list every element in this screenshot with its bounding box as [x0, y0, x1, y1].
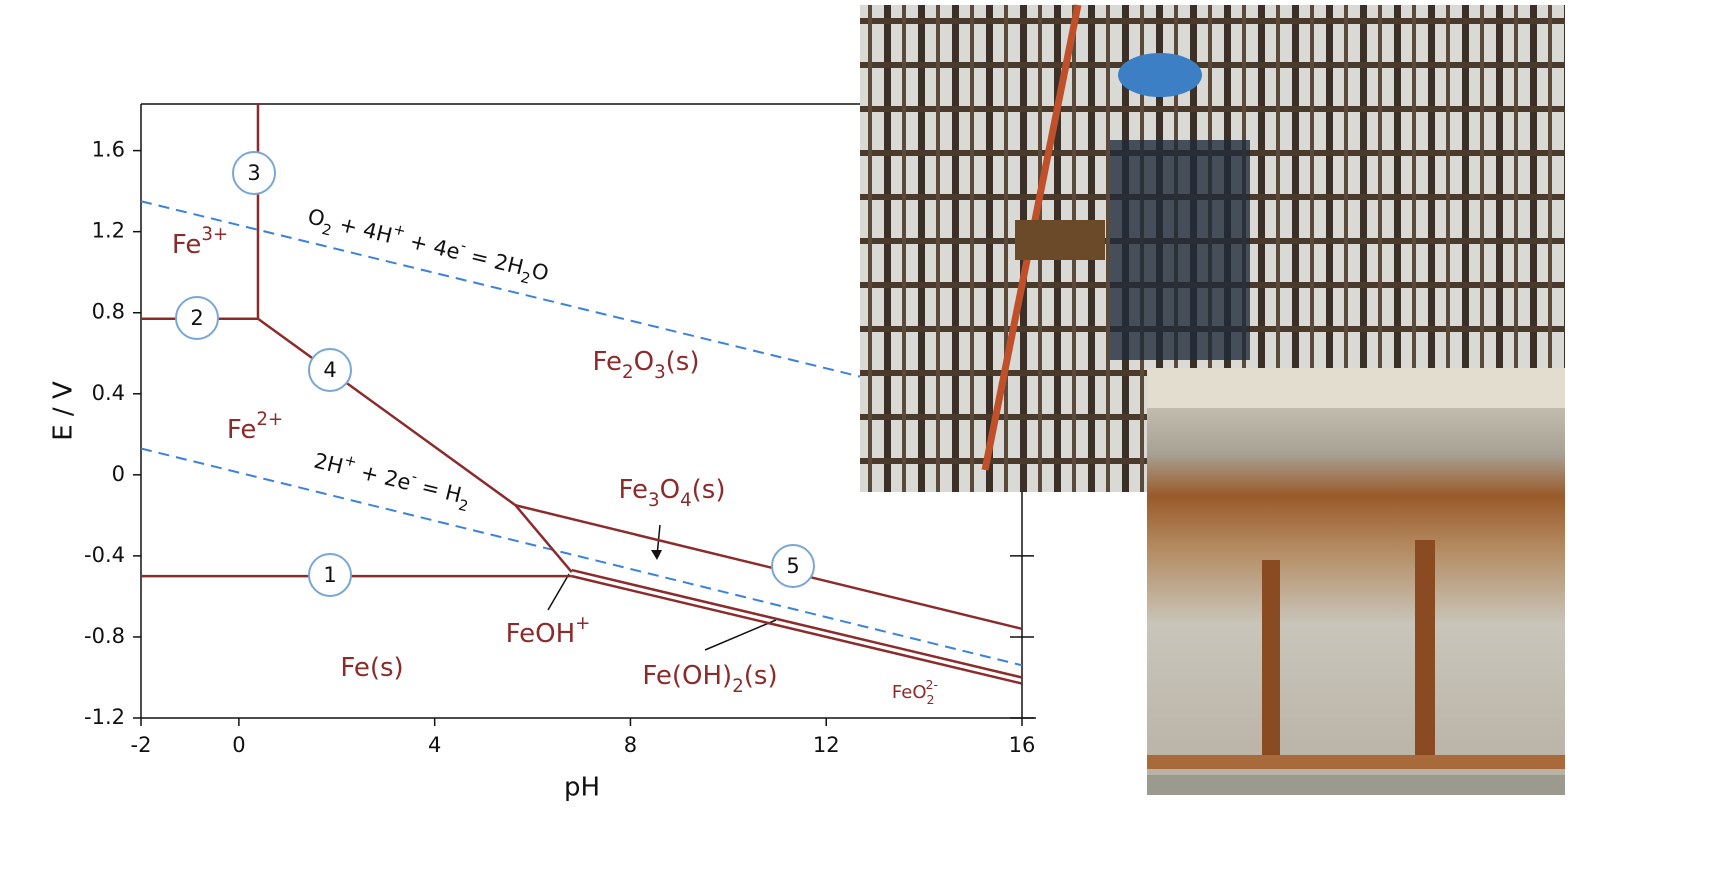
- reaction-label-text: O: [529, 259, 551, 286]
- region-label-text: O: [634, 347, 654, 377]
- region-label-text: Fe: [172, 230, 202, 260]
- boundary-line: [515, 505, 1022, 629]
- photo-detail: [1015, 220, 1105, 260]
- y-tick-label: 0.4: [92, 381, 125, 405]
- marker-label: 3: [247, 161, 260, 185]
- region-label-sub: 2: [732, 676, 744, 697]
- region-label-text: (s): [744, 661, 778, 691]
- reaction-label: O2 + 4H+ + 4e- = 2H2O: [304, 200, 552, 291]
- y-tick-label: 0: [112, 462, 125, 486]
- reaction-label-text: 2H: [312, 449, 346, 479]
- region-label: Fe(OH)2(s): [642, 661, 777, 697]
- region-label-text: Fe(s): [340, 653, 403, 683]
- photo-detail: [1415, 540, 1435, 760]
- photo-detail: [1118, 53, 1202, 97]
- page: E / V pH -1.2 -0.8 -0.4 0 0.4 0.8 1.2 1.6 -2 0 4 8 1…: [0, 0, 1727, 884]
- y-tick-label: -0.8: [84, 624, 125, 648]
- photo-corroded-column: [1147, 368, 1565, 795]
- region-label-text: Fe(OH): [642, 661, 732, 691]
- photo-detail: [1262, 560, 1280, 760]
- region-label: FeOH+: [506, 613, 591, 649]
- photo-detail: [1147, 755, 1565, 769]
- y-tick-label: -0.4: [84, 543, 125, 567]
- region-label: Fe3+: [172, 224, 228, 260]
- x-tick-label: 12: [813, 733, 840, 757]
- region-label-text: Fe: [227, 415, 257, 445]
- x-tick-label: 16: [1009, 733, 1036, 757]
- photo-detail: [1110, 140, 1250, 360]
- reaction-label: 2H+ + 2e- = H2: [310, 444, 474, 515]
- region-label-sub: 3: [648, 490, 660, 511]
- marker-label: 1: [323, 563, 336, 587]
- x-tick-label: 0: [232, 733, 245, 757]
- boundary-line: [258, 319, 572, 572]
- region-label: Fe2O3(s): [593, 347, 700, 383]
- y-axis-label: E / V: [49, 381, 79, 441]
- y-tick-label: -1.2: [84, 705, 125, 729]
- region-label-text: FeOH: [506, 619, 576, 649]
- region-label-sub: 3: [654, 362, 666, 383]
- reaction-label-text: + 4e: [401, 227, 462, 264]
- reaction-label-text: = 2H: [462, 242, 526, 279]
- region-label: FeO22-: [892, 677, 938, 707]
- x-tick-label: 4: [428, 733, 441, 757]
- x-tick-label: 8: [624, 733, 637, 757]
- region-label-text: (s): [692, 475, 726, 505]
- marker-label: 2: [190, 306, 203, 330]
- region-label-text: Fe: [593, 347, 623, 377]
- region-label-text: Fe: [619, 475, 649, 505]
- region-label: Fe(s): [340, 653, 403, 683]
- photo-detail: [1147, 775, 1565, 795]
- reaction-label-text: + 4H: [331, 210, 395, 247]
- arrow-head: [651, 550, 662, 560]
- y-tick-label: 0.8: [92, 300, 125, 324]
- x-axis-label: pH: [564, 773, 600, 803]
- boundary-line: [572, 576, 1022, 683]
- marker-label: 4: [323, 358, 336, 382]
- y-tick-label: 1.6: [92, 138, 125, 162]
- region-label: Fe3O4(s): [619, 475, 726, 511]
- x-tick-label: -2: [131, 733, 152, 757]
- region-label: Fe2+: [227, 409, 283, 445]
- region-label-text: O: [660, 475, 680, 505]
- region-label-sup: 2-: [926, 677, 939, 692]
- region-label-text: (s): [666, 347, 700, 377]
- region-label-sub: 2: [622, 362, 634, 383]
- y-tick-label: 1.2: [92, 219, 125, 243]
- marker-label: 5: [786, 554, 799, 578]
- arrow: [548, 574, 569, 610]
- region-label-sup: 2+: [256, 409, 283, 430]
- region-label-sup: +: [575, 613, 590, 634]
- reaction-label-text: = H: [413, 473, 464, 507]
- reaction-label-text: + 2e: [352, 458, 413, 495]
- photo-detail: [1147, 368, 1565, 408]
- region-label-sub: 2: [927, 692, 935, 707]
- region-label-sub: 4: [680, 490, 692, 511]
- photo: [1147, 368, 1565, 795]
- arrow: [705, 620, 776, 650]
- region-label-sup: 3+: [201, 224, 228, 245]
- region-label-text: FeO: [892, 682, 927, 703]
